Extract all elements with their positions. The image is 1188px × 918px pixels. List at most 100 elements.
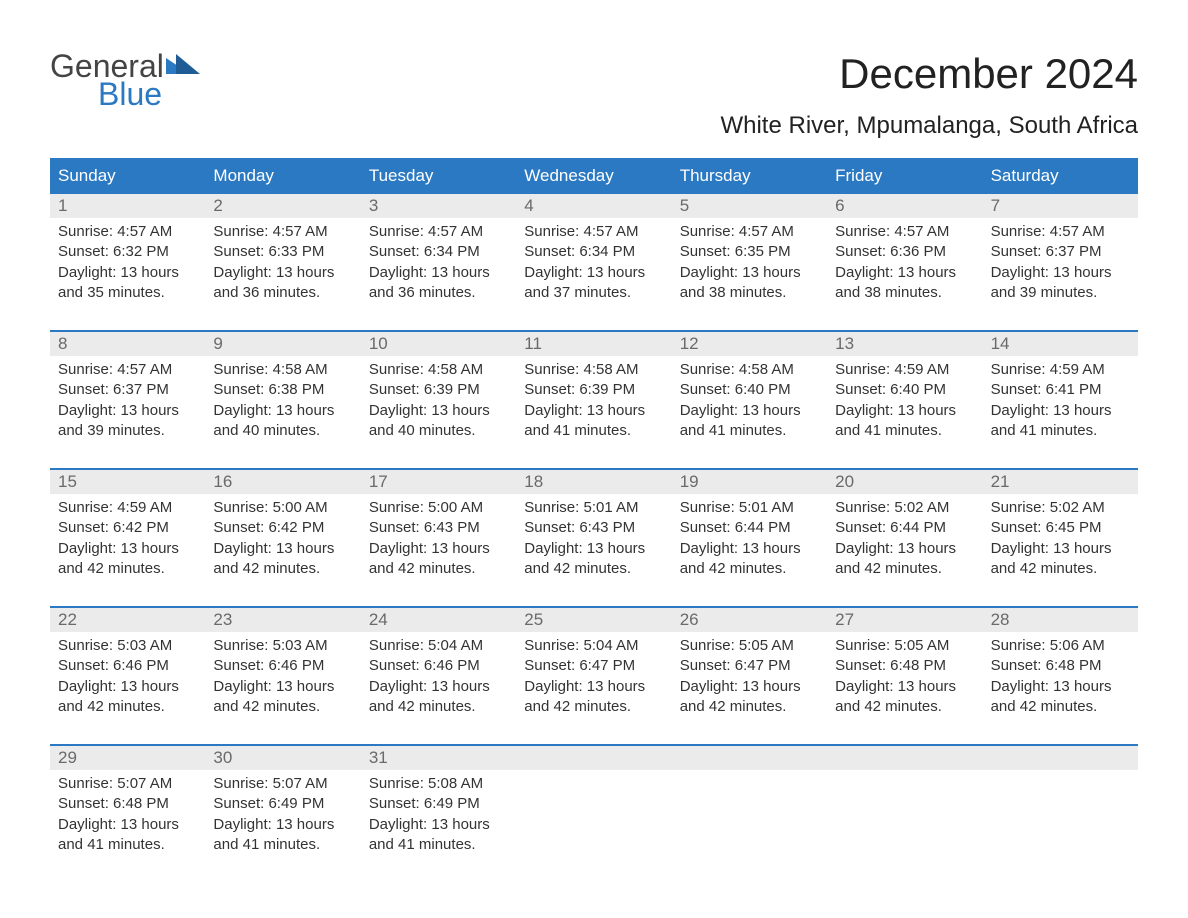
sunrise-line: Sunrise: 4:57 AM bbox=[213, 222, 352, 242]
sunset-line: Sunset: 6:48 PM bbox=[835, 656, 974, 676]
weeks-container: 1234567Sunrise: 4:57 AMSunset: 6:32 PMDa… bbox=[50, 192, 1138, 868]
day-body-row: Sunrise: 5:03 AMSunset: 6:46 PMDaylight:… bbox=[50, 632, 1138, 730]
sunrise-line: Sunrise: 5:06 AM bbox=[991, 636, 1130, 656]
sunset-line: Sunset: 6:33 PM bbox=[213, 242, 352, 262]
sunset-line: Sunset: 6:37 PM bbox=[58, 380, 197, 400]
day-body-cell: Sunrise: 4:57 AMSunset: 6:37 PMDaylight:… bbox=[983, 218, 1138, 316]
day-body-cell: Sunrise: 4:58 AMSunset: 6:39 PMDaylight:… bbox=[361, 356, 516, 454]
daylight-line: Daylight: 13 hours and 41 minutes. bbox=[835, 401, 974, 442]
sunrise-line: Sunrise: 5:08 AM bbox=[369, 774, 508, 794]
day-number-cell: 22 bbox=[50, 608, 205, 632]
day-body-cell: Sunrise: 4:57 AMSunset: 6:34 PMDaylight:… bbox=[516, 218, 671, 316]
sunset-line: Sunset: 6:37 PM bbox=[991, 242, 1130, 262]
day-body-row: Sunrise: 4:57 AMSunset: 6:32 PMDaylight:… bbox=[50, 218, 1138, 316]
sunrise-line: Sunrise: 4:57 AM bbox=[991, 222, 1130, 242]
sunrise-line: Sunrise: 5:02 AM bbox=[835, 498, 974, 518]
dow-cell: Friday bbox=[827, 160, 982, 192]
calendar: SundayMondayTuesdayWednesdayThursdayFrid… bbox=[50, 158, 1138, 868]
day-body-cell: Sunrise: 5:05 AMSunset: 6:47 PMDaylight:… bbox=[672, 632, 827, 730]
daylight-line: Daylight: 13 hours and 41 minutes. bbox=[680, 401, 819, 442]
day-body-cell bbox=[827, 770, 982, 868]
day-body-row: Sunrise: 4:57 AMSunset: 6:37 PMDaylight:… bbox=[50, 356, 1138, 454]
daylight-line: Daylight: 13 hours and 41 minutes. bbox=[524, 401, 663, 442]
day-body-row: Sunrise: 4:59 AMSunset: 6:42 PMDaylight:… bbox=[50, 494, 1138, 592]
daylight-line: Daylight: 13 hours and 42 minutes. bbox=[213, 677, 352, 718]
day-number-row: 1234567 bbox=[50, 192, 1138, 218]
sunrise-line: Sunrise: 5:01 AM bbox=[680, 498, 819, 518]
day-number-row: 293031 bbox=[50, 744, 1138, 770]
daylight-line: Daylight: 13 hours and 42 minutes. bbox=[58, 677, 197, 718]
sunset-line: Sunset: 6:34 PM bbox=[369, 242, 508, 262]
sunrise-line: Sunrise: 4:58 AM bbox=[213, 360, 352, 380]
day-body-cell: Sunrise: 5:08 AMSunset: 6:49 PMDaylight:… bbox=[361, 770, 516, 868]
sunset-line: Sunset: 6:35 PM bbox=[680, 242, 819, 262]
day-body-cell: Sunrise: 4:58 AMSunset: 6:40 PMDaylight:… bbox=[672, 356, 827, 454]
sunset-line: Sunset: 6:39 PM bbox=[369, 380, 508, 400]
sunrise-line: Sunrise: 4:58 AM bbox=[680, 360, 819, 380]
day-number-cell: 25 bbox=[516, 608, 671, 632]
daylight-line: Daylight: 13 hours and 41 minutes. bbox=[58, 815, 197, 856]
sunrise-line: Sunrise: 4:58 AM bbox=[369, 360, 508, 380]
header: General Blue December 2024 White River, … bbox=[50, 50, 1138, 150]
sunset-line: Sunset: 6:41 PM bbox=[991, 380, 1130, 400]
day-of-week-header: SundayMondayTuesdayWednesdayThursdayFrid… bbox=[50, 158, 1138, 192]
sunset-line: Sunset: 6:48 PM bbox=[58, 794, 197, 814]
day-body-cell: Sunrise: 5:07 AMSunset: 6:48 PMDaylight:… bbox=[50, 770, 205, 868]
day-number-cell: 18 bbox=[516, 470, 671, 494]
daylight-line: Daylight: 13 hours and 42 minutes. bbox=[58, 539, 197, 580]
daylight-line: Daylight: 13 hours and 41 minutes. bbox=[369, 815, 508, 856]
day-number-row: 891011121314 bbox=[50, 330, 1138, 356]
day-body-cell bbox=[983, 770, 1138, 868]
daylight-line: Daylight: 13 hours and 42 minutes. bbox=[213, 539, 352, 580]
daylight-line: Daylight: 13 hours and 38 minutes. bbox=[835, 263, 974, 304]
day-body-cell: Sunrise: 4:57 AMSunset: 6:33 PMDaylight:… bbox=[205, 218, 360, 316]
sunrise-line: Sunrise: 4:58 AM bbox=[524, 360, 663, 380]
day-body-cell: Sunrise: 5:01 AMSunset: 6:44 PMDaylight:… bbox=[672, 494, 827, 592]
daylight-line: Daylight: 13 hours and 36 minutes. bbox=[369, 263, 508, 304]
day-number-cell bbox=[827, 746, 982, 770]
day-body-cell bbox=[672, 770, 827, 868]
day-number-cell: 20 bbox=[827, 470, 982, 494]
day-body-cell: Sunrise: 4:57 AMSunset: 6:37 PMDaylight:… bbox=[50, 356, 205, 454]
logo-word-blue: Blue bbox=[50, 78, 200, 110]
logo-triangle-icon bbox=[166, 54, 200, 78]
day-number-cell bbox=[983, 746, 1138, 770]
daylight-line: Daylight: 13 hours and 42 minutes. bbox=[991, 539, 1130, 580]
day-body-cell: Sunrise: 4:58 AMSunset: 6:39 PMDaylight:… bbox=[516, 356, 671, 454]
sunrise-line: Sunrise: 5:00 AM bbox=[213, 498, 352, 518]
day-number-row: 22232425262728 bbox=[50, 606, 1138, 632]
daylight-line: Daylight: 13 hours and 42 minutes. bbox=[524, 677, 663, 718]
day-body-cell: Sunrise: 5:03 AMSunset: 6:46 PMDaylight:… bbox=[205, 632, 360, 730]
sunset-line: Sunset: 6:46 PM bbox=[58, 656, 197, 676]
sunset-line: Sunset: 6:46 PM bbox=[213, 656, 352, 676]
daylight-line: Daylight: 13 hours and 42 minutes. bbox=[991, 677, 1130, 718]
sunset-line: Sunset: 6:40 PM bbox=[835, 380, 974, 400]
day-number-cell: 30 bbox=[205, 746, 360, 770]
day-body-cell: Sunrise: 5:02 AMSunset: 6:45 PMDaylight:… bbox=[983, 494, 1138, 592]
day-number-cell: 8 bbox=[50, 332, 205, 356]
sunset-line: Sunset: 6:44 PM bbox=[835, 518, 974, 538]
day-body-cell: Sunrise: 4:59 AMSunset: 6:41 PMDaylight:… bbox=[983, 356, 1138, 454]
dow-cell: Monday bbox=[205, 160, 360, 192]
daylight-line: Daylight: 13 hours and 38 minutes. bbox=[680, 263, 819, 304]
day-number-cell: 5 bbox=[672, 194, 827, 218]
sunset-line: Sunset: 6:42 PM bbox=[213, 518, 352, 538]
daylight-line: Daylight: 13 hours and 40 minutes. bbox=[213, 401, 352, 442]
day-number-cell: 19 bbox=[672, 470, 827, 494]
day-number-cell: 26 bbox=[672, 608, 827, 632]
sunset-line: Sunset: 6:46 PM bbox=[369, 656, 508, 676]
sunset-line: Sunset: 6:42 PM bbox=[58, 518, 197, 538]
daylight-line: Daylight: 13 hours and 37 minutes. bbox=[524, 263, 663, 304]
daylight-line: Daylight: 13 hours and 42 minutes. bbox=[369, 539, 508, 580]
sunrise-line: Sunrise: 5:00 AM bbox=[369, 498, 508, 518]
day-number-cell: 6 bbox=[827, 194, 982, 218]
sunset-line: Sunset: 6:36 PM bbox=[835, 242, 974, 262]
day-body-cell: Sunrise: 5:04 AMSunset: 6:47 PMDaylight:… bbox=[516, 632, 671, 730]
day-number-cell: 1 bbox=[50, 194, 205, 218]
sunset-line: Sunset: 6:38 PM bbox=[213, 380, 352, 400]
day-body-cell: Sunrise: 5:03 AMSunset: 6:46 PMDaylight:… bbox=[50, 632, 205, 730]
week-gap bbox=[50, 316, 1138, 330]
day-number-cell: 29 bbox=[50, 746, 205, 770]
dow-cell: Tuesday bbox=[361, 160, 516, 192]
sunrise-line: Sunrise: 4:59 AM bbox=[991, 360, 1130, 380]
